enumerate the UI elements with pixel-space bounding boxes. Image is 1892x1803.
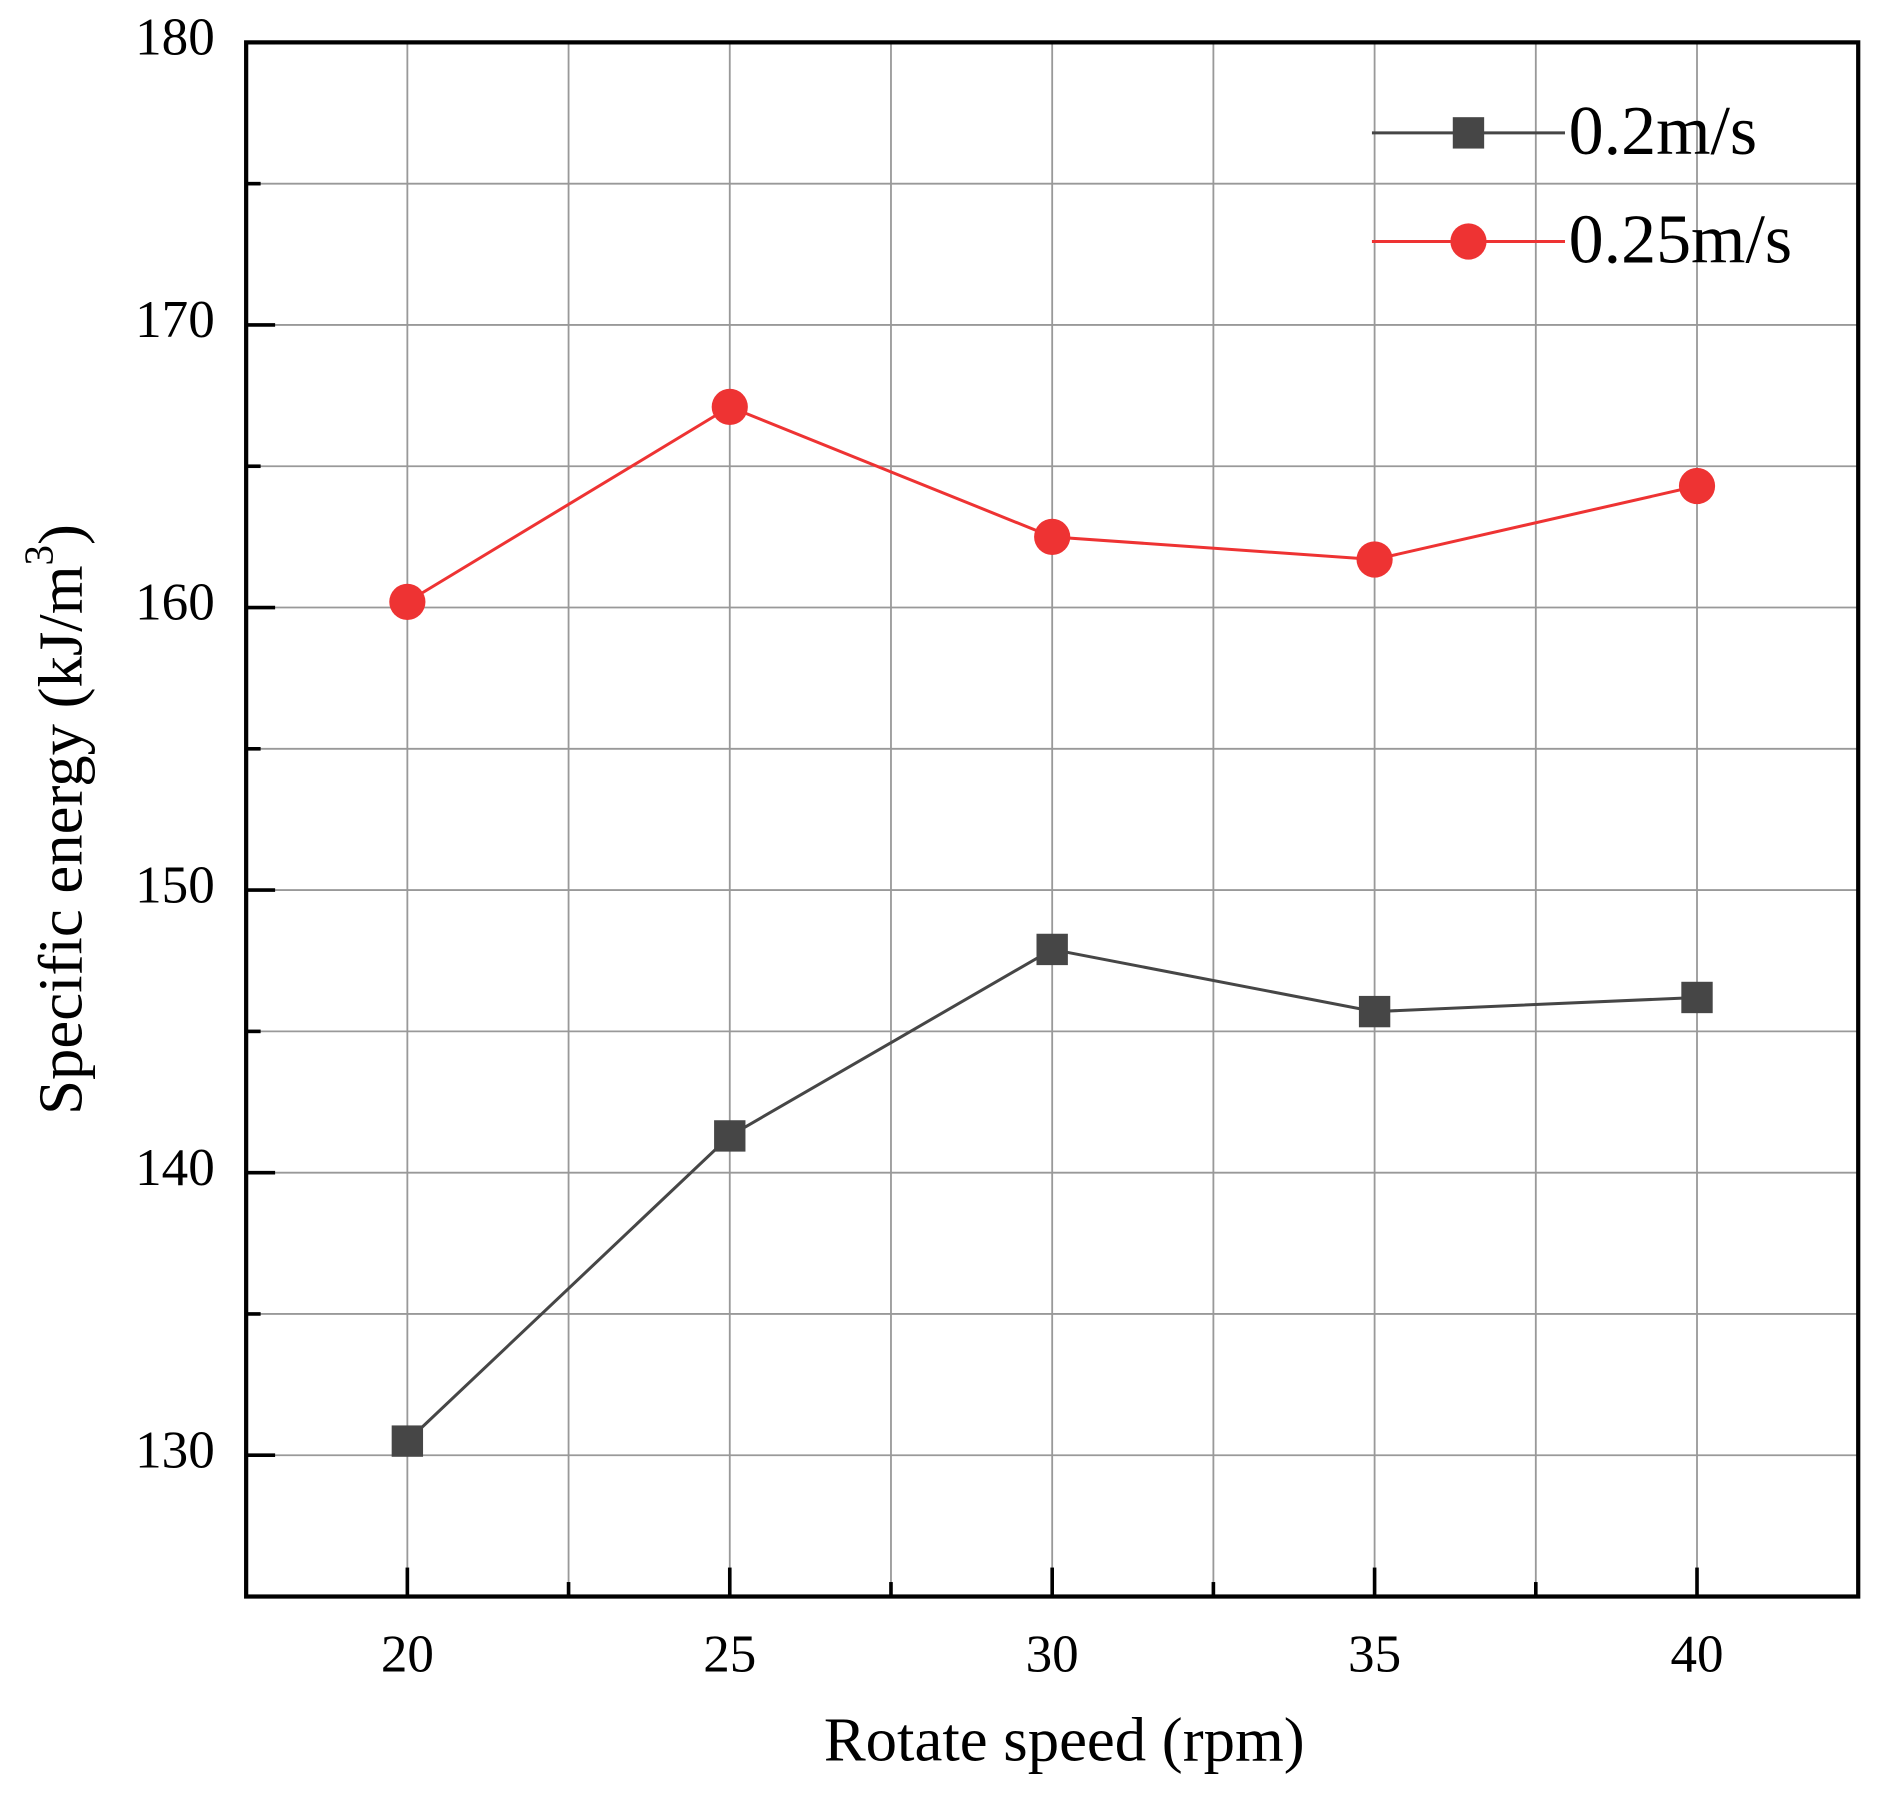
y-tick-label: 150 [135, 856, 215, 914]
data-point [1356, 541, 1393, 578]
legend-label: 0.25m/s [1569, 201, 1793, 278]
y-tick-label: 140 [135, 1139, 215, 1197]
data-point [1034, 518, 1071, 555]
plot-frame [244, 40, 1861, 1599]
x-tick-label: 40 [1670, 1625, 1723, 1683]
x-axis-label: Rotate speed (rpm) [824, 1705, 1305, 1775]
y-tick-label: 170 [135, 291, 215, 349]
x-tick-label: 35 [1348, 1625, 1401, 1683]
data-point [1358, 995, 1391, 1028]
legend-marker [1450, 223, 1487, 260]
data-point [389, 583, 426, 620]
y-tick-label: 160 [135, 574, 215, 632]
data-point [1678, 467, 1716, 505]
data-point [714, 1120, 746, 1152]
legend-marker [1452, 117, 1485, 149]
y-tick-label: 180 [135, 9, 215, 67]
x-tick-label: 30 [1026, 1625, 1079, 1683]
y-axis-label-end: ) [26, 524, 96, 545]
y-axis-label: Specific energy (kJ/m3) [16, 524, 96, 1115]
x-tick-label: 20 [381, 1625, 434, 1683]
y-axis-label-sup: 3 [16, 545, 62, 566]
data-point [1681, 981, 1713, 1014]
data-point [391, 1425, 424, 1457]
y-axis-label-main: Specific energy (kJ/m [26, 565, 96, 1114]
data-point [1036, 933, 1068, 966]
legend-label: 0.2m/s [1569, 93, 1758, 170]
x-tick-label: 25 [703, 1625, 756, 1683]
data-point [711, 388, 748, 425]
y-tick-label: 130 [135, 1421, 215, 1479]
